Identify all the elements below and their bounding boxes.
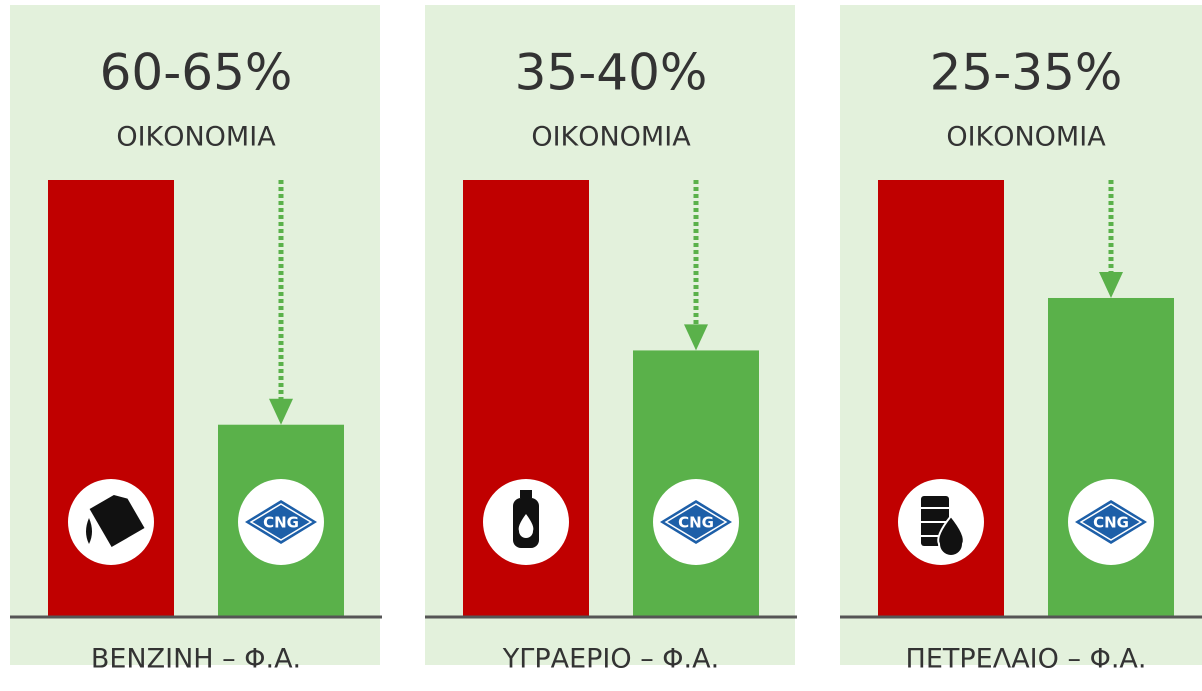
arrow-head bbox=[684, 324, 708, 351]
panel: 60-65% ΟΙΚΟΝΟΜΙΑ ΒΕΝΖΙΝΗ – Φ.Α. CNG bbox=[10, 5, 382, 675]
icon-shape bbox=[520, 490, 532, 498]
bar bbox=[1048, 297, 1174, 617]
cng-diamond-inner bbox=[1079, 503, 1143, 541]
icon-shape bbox=[937, 514, 965, 557]
panel-title: 25-35% bbox=[930, 44, 1123, 102]
cng-diamond bbox=[660, 500, 732, 544]
panel-title: 35-40% bbox=[515, 44, 708, 102]
cng-diamond-inner bbox=[664, 503, 728, 541]
arrow-head bbox=[269, 398, 293, 425]
icon-shape bbox=[518, 514, 534, 538]
panel-subtitle: ΟΙΚΟΝΟΜΙΑ bbox=[531, 122, 691, 153]
panel-subtitle: ΟΙΚΟΝΟΜΙΑ bbox=[946, 122, 1106, 153]
cng-diamond-inner bbox=[249, 503, 313, 541]
icon-shape bbox=[86, 518, 92, 544]
cng-label: CNG bbox=[263, 514, 299, 532]
cng-label: CNG bbox=[1093, 514, 1129, 532]
panel: 35-40% ΟΙΚΟΝΟΜΙΑ ΥΓΡΑΕΡΙΟ – Φ.Α. CNG bbox=[425, 5, 797, 675]
panel: 25-35% ΟΙΚΟΝΟΜΙΑ ΠΕΤΡΕΛΑΙΟ – Φ.Α. CNG bbox=[840, 5, 1202, 675]
panel-title: 60-65% bbox=[100, 44, 293, 102]
panel-caption: ΒΕΝΖΙΝΗ – Φ.Α. bbox=[91, 644, 301, 675]
panel-caption: ΠΕΤΡΕΛΑΙΟ – Φ.Α. bbox=[906, 644, 1147, 675]
cng-diamond bbox=[245, 500, 317, 544]
icon-shape bbox=[89, 494, 145, 548]
cng-label: CNG bbox=[678, 514, 714, 532]
cng-diamond bbox=[1075, 500, 1147, 544]
arrow-head bbox=[1099, 271, 1123, 298]
panel-caption: ΥΓΡΑΕΡΙΟ – Φ.Α. bbox=[502, 644, 719, 675]
panel-subtitle: ΟΙΚΟΝΟΜΙΑ bbox=[116, 122, 276, 153]
